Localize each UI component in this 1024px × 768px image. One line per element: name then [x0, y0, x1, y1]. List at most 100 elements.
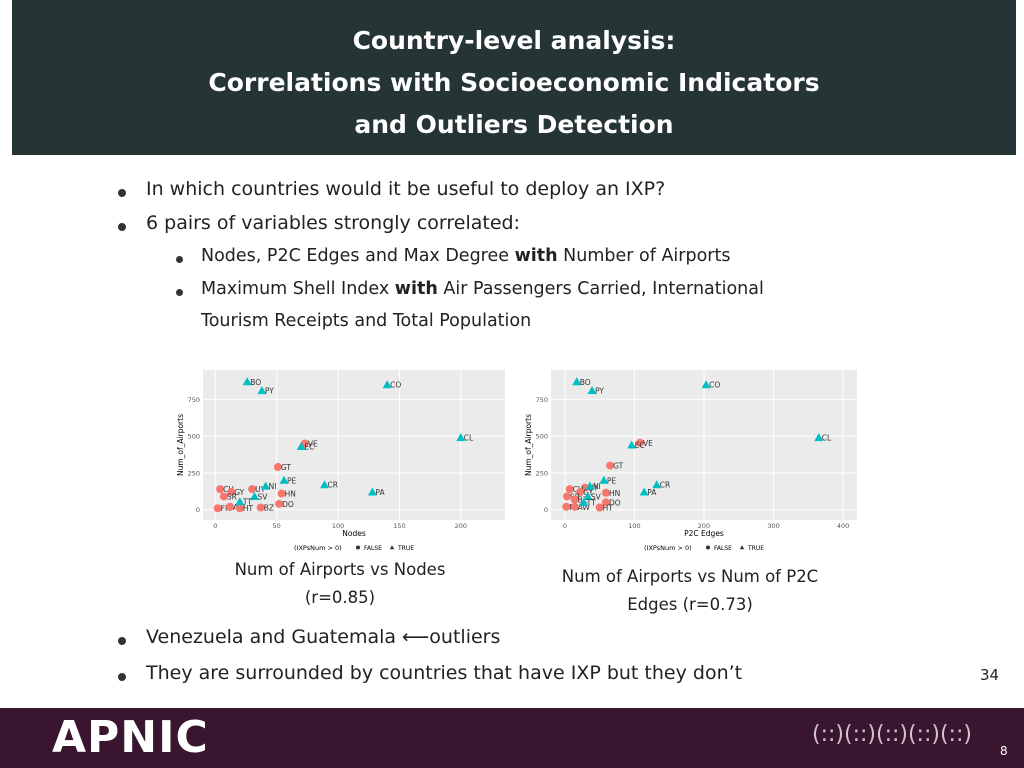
title-line: Correlations with Socioeconomic Indicato…	[208, 68, 820, 97]
y-tick-label: 250	[536, 469, 548, 477]
point-label: DO	[609, 498, 621, 507]
x-axis-label: Nodes	[342, 529, 366, 538]
bullet-dot	[118, 189, 126, 197]
point-label: DO	[282, 500, 294, 509]
legend-marker	[389, 545, 395, 550]
x-tick-label: 200	[698, 522, 710, 530]
bullet: They are surrounded by countries that ha…	[146, 662, 743, 684]
point	[599, 475, 609, 484]
point-label: BZ	[264, 504, 274, 513]
title-line: and Outliers Detection	[354, 110, 674, 139]
point-label: BO	[580, 378, 591, 387]
legend-label: FALSE	[364, 545, 382, 552]
page-number: 8	[1000, 744, 1008, 758]
point-label: HN	[285, 490, 296, 499]
point-label: FK	[221, 504, 231, 513]
point	[572, 377, 582, 386]
x-tick-label: 50	[273, 522, 281, 530]
bullet-dot	[176, 256, 183, 263]
point	[250, 491, 260, 500]
point	[562, 502, 571, 511]
x-tick-label: 100	[628, 522, 640, 530]
point-label: HN	[609, 489, 620, 498]
point-label: PE	[287, 476, 297, 485]
point	[639, 487, 649, 496]
legend-marker	[356, 545, 360, 550]
header: Country-level analysis: Correlations wit…	[12, 0, 1016, 155]
point-label: NI	[269, 482, 277, 491]
y-tick-label: 0	[544, 506, 548, 514]
legend-marker	[706, 545, 710, 550]
point	[606, 461, 615, 470]
point	[595, 503, 604, 512]
point-label: CR	[660, 481, 670, 490]
sub-bullet: Nodes, P2C Edges and Max Degree with Num…	[201, 246, 730, 266]
point	[235, 504, 244, 513]
x-tick-label: 0	[563, 522, 567, 530]
bullet-dot	[118, 223, 126, 231]
bullet: In which countries would it be useful to…	[146, 178, 666, 200]
legend-label: TRUE	[397, 545, 414, 552]
y-tick-label: 0	[196, 506, 200, 514]
point	[257, 386, 267, 395]
point	[248, 485, 257, 494]
caption-line: Edges (r=0.73)	[627, 595, 753, 614]
point	[226, 502, 235, 511]
point-label: SV	[258, 492, 269, 501]
point	[585, 481, 595, 490]
text: Air Passengers Carried, International	[437, 279, 764, 299]
point-label: EC	[635, 441, 645, 450]
point	[216, 485, 225, 494]
point-label: PA	[375, 488, 385, 497]
sub-bullet: Maximum Shell Index with Air Passengers …	[201, 279, 764, 299]
y-axis-label: Num_of_Airports	[176, 414, 185, 476]
point-label: CO	[709, 381, 720, 390]
x-tick-label: 300	[767, 522, 779, 530]
footer: APNIC (::)(::)(::)(::)(::) 8	[0, 708, 1024, 768]
bullet-dot	[176, 289, 183, 296]
point	[652, 480, 662, 489]
point	[261, 481, 271, 490]
point-label: GY	[234, 488, 244, 497]
point	[579, 497, 589, 506]
point	[570, 502, 579, 511]
caption-line: Num of Airports vs Nodes	[234, 560, 446, 579]
x-tick-label: 400	[837, 522, 849, 530]
logo: APNIC	[52, 712, 209, 763]
title-line: Country-level analysis:	[352, 26, 676, 55]
point	[227, 488, 236, 497]
point-label: GT	[281, 463, 292, 472]
point	[277, 489, 286, 498]
point-label: AW	[578, 503, 591, 512]
slide-number: 34	[980, 666, 1000, 684]
x-tick-label: 150	[393, 522, 405, 530]
bullet: 6 pairs of variables strongly correlated…	[146, 212, 520, 234]
point	[219, 492, 228, 501]
caption-line: Num of Airports vs Num of P2C	[561, 567, 819, 586]
point	[296, 441, 306, 450]
point	[562, 492, 571, 501]
point	[275, 499, 284, 508]
point	[367, 487, 377, 496]
y-tick-label: 750	[188, 396, 200, 404]
point	[273, 463, 282, 472]
x-axis-label: P2C Edges	[684, 529, 724, 538]
point	[279, 475, 289, 484]
point-label: CO	[390, 381, 401, 390]
point-label: CL	[822, 434, 832, 443]
point	[636, 438, 645, 447]
point	[456, 433, 466, 442]
point-label: GY	[583, 488, 593, 497]
bold-text: with	[514, 246, 558, 266]
sub-bullet-cont: Tourism Receipts and Total Population	[201, 311, 532, 331]
point-label: TT	[242, 498, 252, 507]
point	[320, 480, 330, 489]
legend-label: TRUE	[747, 545, 764, 552]
point-label: SR	[227, 492, 237, 501]
x-tick-label: 0	[213, 522, 217, 530]
point-label: PE	[607, 476, 617, 485]
point-label: CR	[328, 481, 338, 490]
caption: Num of Airports vs Nodes (r=0.85)	[200, 556, 480, 612]
caption-line: (r=0.85)	[304, 588, 376, 607]
